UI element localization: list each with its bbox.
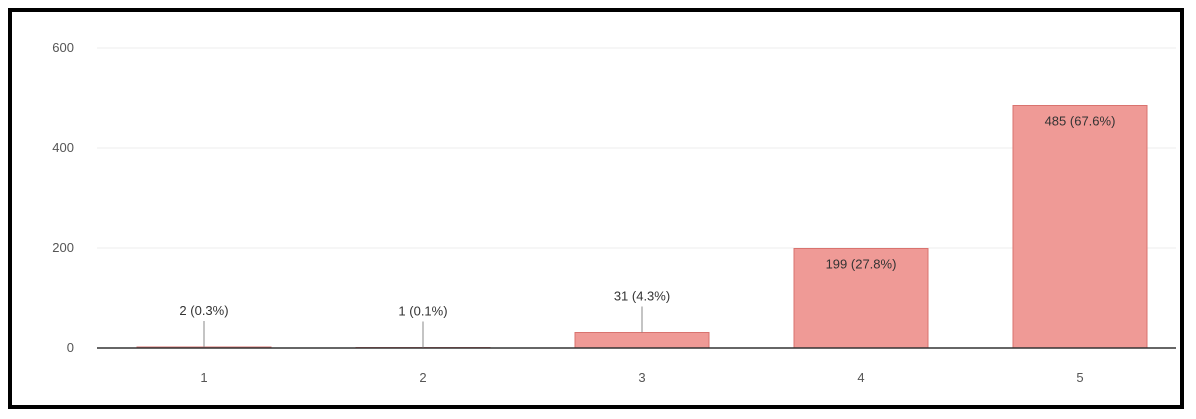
data-label: 1 (0.1%) bbox=[398, 304, 447, 319]
y-tick-label: 400 bbox=[52, 140, 74, 155]
y-tick-label: 600 bbox=[52, 40, 74, 55]
data-label: 485 (67.6%) bbox=[1045, 114, 1116, 129]
y-tick-label: 200 bbox=[52, 240, 74, 255]
data-labels: 2 (0.3%) 1 (0.1%) 31 (4.3%) 199 (27.8%) 485 … bbox=[179, 114, 1115, 348]
x-tick-label: 4 bbox=[857, 370, 864, 385]
data-label: 2 (0.3%) bbox=[179, 303, 228, 318]
bar bbox=[574, 332, 710, 349]
x-tick-label: 1 bbox=[200, 370, 207, 385]
bars bbox=[136, 105, 1148, 349]
bar bbox=[1012, 105, 1148, 349]
x-axis-tick-labels: 1 2 3 4 5 bbox=[200, 370, 1083, 385]
chart-frame: 0 200 400 600 1 2 3 4 5 2 (0.3%) 1 (0.1%) 31 (4.3… bbox=[8, 8, 1184, 409]
data-label: 31 (4.3%) bbox=[614, 289, 670, 304]
data-label: 199 (27.8%) bbox=[826, 257, 897, 272]
y-tick-label: 0 bbox=[67, 340, 74, 355]
x-tick-label: 3 bbox=[638, 370, 645, 385]
bar-chart: 0 200 400 600 1 2 3 4 5 2 (0.3%) 1 (0.1%) 31 (4.3… bbox=[52, 40, 1176, 385]
gridlines bbox=[97, 47, 1176, 249]
x-tick-label: 2 bbox=[419, 370, 426, 385]
x-tick-label: 5 bbox=[1076, 370, 1083, 385]
y-axis-tick-labels: 0 200 400 600 bbox=[52, 40, 74, 355]
